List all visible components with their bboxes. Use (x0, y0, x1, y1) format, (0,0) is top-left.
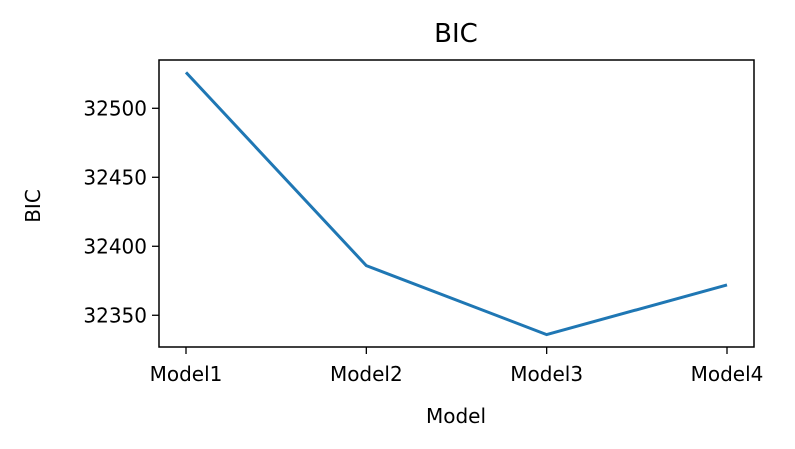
x-tick-label: Model3 (510, 362, 583, 386)
plot-frame (158, 59, 755, 348)
y-tick-label: 32500 (83, 96, 147, 120)
x-axis-ticks: Model1 Model2 Model3 Model4 (150, 347, 764, 386)
y-tick-label: 32450 (83, 165, 147, 189)
x-tick-label: Model4 (691, 362, 764, 386)
y-tick-label: 32400 (83, 234, 147, 258)
chart-title: BIC (434, 19, 478, 49)
x-axis-label: Model (426, 404, 486, 428)
y-axis-label: BIC (21, 189, 45, 223)
x-tick-label: Model2 (330, 362, 403, 386)
bic-series-line (184, 71, 728, 337)
y-tick-label: 32350 (83, 303, 147, 327)
y-axis-ticks: 32350 32400 32450 32500 (83, 96, 159, 327)
x-tick-label: Model1 (150, 362, 223, 386)
plot-area (184, 71, 728, 337)
